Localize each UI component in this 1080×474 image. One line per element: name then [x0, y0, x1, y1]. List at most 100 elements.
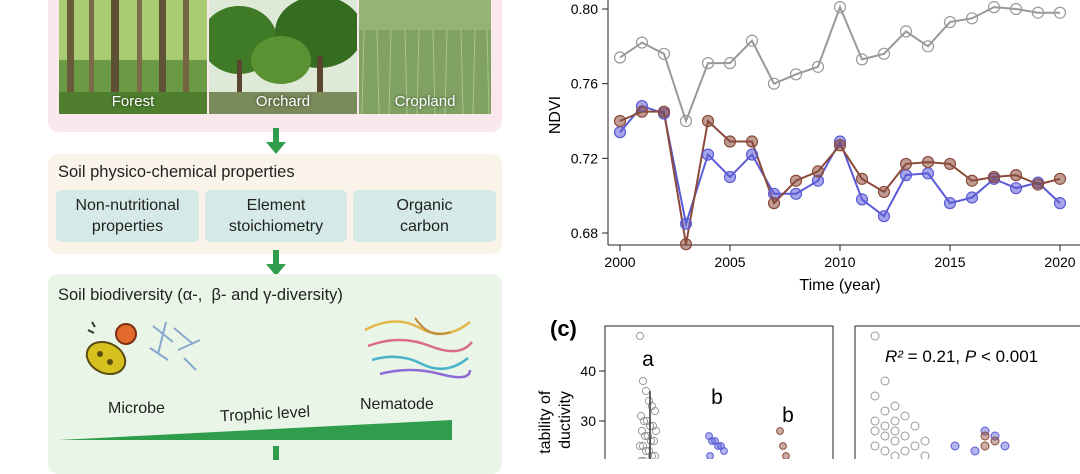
- panel-c-scatter-point-blue: [1000, 441, 1010, 451]
- ndvi-x-label: Time (year): [799, 277, 880, 294]
- panel-c-point-gray: [635, 441, 645, 451]
- ndvi-point-gray: [701, 57, 715, 70]
- panel-c-scatter-point-gray: [880, 446, 890, 456]
- ndvi-point-brown: [811, 165, 825, 178]
- ndvi-point-gray: [965, 12, 979, 25]
- panel-c-letter-blue: b: [711, 386, 723, 409]
- ndvi-point-gray: [657, 47, 671, 60]
- panel-c-point-gray: [638, 376, 648, 386]
- panel-c-scatter-point-gray: [910, 441, 920, 451]
- ndvi-point-brown: [833, 139, 847, 152]
- ndvi-point-gray: [635, 36, 649, 49]
- ndvi-point-gray: [613, 51, 627, 64]
- ndvi-point-brown: [877, 185, 891, 199]
- ndvi-point-brown: [1031, 178, 1045, 191]
- charts-svg: 0.68 0.72 0.76 0.80 2000 2005 2010 2015 2020 ND…: [537, 0, 1080, 471]
- ndvi-point-gray: [943, 15, 957, 29]
- panel-c-y-label-line1: tability of: [537, 390, 554, 454]
- ndvi-point-gray: [1009, 2, 1023, 16]
- ndvi-point-brown: [745, 135, 759, 148]
- ndvi-point-gray: [899, 25, 913, 38]
- ndvi-point-blue: [965, 191, 979, 204]
- panel-c-scatter-point-gray: [890, 426, 900, 436]
- panel-c-point-gray: [639, 416, 649, 426]
- panel-c-point-blue: [720, 447, 728, 455]
- panel-c-scatter-point-gray: [880, 376, 890, 386]
- nematode-icon: [364, 317, 473, 379]
- ndvi-point-blue: [1009, 182, 1023, 195]
- panel-c-y-tick-label: 40: [580, 363, 596, 379]
- soil-properties-panel: Soil physico-chemical properties Non-nut…: [48, 154, 502, 254]
- panel-c-point-gray: [641, 386, 651, 396]
- orchard-photo: Orchard: [209, 0, 357, 114]
- ndvi-x-tick-label: 2000: [604, 254, 635, 270]
- ndvi-point-gray: [921, 40, 935, 53]
- panel-c-scatter-point-gray: [880, 421, 890, 431]
- organic-carbon-box: Organic carbon: [353, 190, 496, 242]
- ndvi-point-brown: [635, 105, 649, 118]
- panel-c-point-gray: [635, 331, 645, 341]
- ndvi-chart: 0.68 0.72 0.76 0.80 2000 2005 2010 2015 2020 ND…: [547, 0, 1080, 294]
- ndvi-point-brown: [965, 174, 979, 187]
- ndvi-point-brown: [657, 105, 671, 118]
- panel-c-scatter-point-blue: [990, 431, 1000, 441]
- stoichiometry-box: Element stoichiometry: [205, 190, 347, 242]
- panel-c-y-label: tability of ductivity: [537, 386, 574, 454]
- ndvi-point-blue: [899, 169, 913, 182]
- panel-c-scatter-point-gray: [880, 431, 890, 441]
- ndvi-y-tick-label: 0.76: [571, 76, 598, 92]
- panel-c-y-label-line2: ductivity: [557, 391, 574, 449]
- ndvi-y-label: NDVI: [547, 96, 564, 134]
- ndvi-point-brown: [921, 155, 935, 169]
- ndvi-point-brown: [1009, 169, 1023, 182]
- land-use-panel: Forest Orchard: [48, 0, 502, 132]
- forest-photo: Forest: [59, 0, 207, 114]
- panel-c-scatter-point-blue: [970, 446, 980, 456]
- ndvi-x-tick-label: 2010: [824, 254, 855, 270]
- panel-c-scatter-point-gray: [920, 436, 930, 446]
- ndvi-point-brown: [987, 170, 1001, 184]
- ndvi-point-brown: [1053, 172, 1067, 185]
- organic-carbon-line1: Organic: [396, 197, 453, 214]
- panel-c-scatter-point-gray: [870, 426, 880, 436]
- ndvi-point-blue: [723, 170, 737, 184]
- ndvi-y-tick-label: 0.80: [571, 1, 598, 17]
- ndvi-point-gray: [811, 60, 825, 73]
- nematode-label: Nematode: [360, 396, 434, 413]
- stoichiometry-line2: stoichiometry: [228, 218, 324, 235]
- ndvi-point-gray: [833, 1, 847, 14]
- ndvi-point-brown: [613, 114, 627, 128]
- ndvi-point-blue: [943, 197, 957, 210]
- ndvi-point-gray: [789, 68, 803, 81]
- orchard-label: Orchard: [255, 93, 311, 110]
- ndvi-x-tick-label: 2015: [934, 254, 965, 270]
- panel-c-point-blue: [706, 452, 714, 460]
- ndvi-point-blue: [679, 217, 693, 230]
- soil-properties-title: Soil physico-chemical properties: [58, 163, 295, 181]
- ndvi-point-blue: [1053, 197, 1067, 210]
- ndvi-point-brown: [899, 157, 913, 171]
- r2-annotation: R² = 0.21, P < 0.001: [885, 347, 1038, 366]
- panel-c-scatter-point-gray: [900, 411, 910, 421]
- panel-c-scatter-point-blue: [950, 441, 960, 451]
- ndvi-point-blue: [855, 193, 869, 206]
- ndvi-y-tick-label: 0.68: [571, 225, 598, 241]
- panel-c-scatter-point-blue: [980, 426, 990, 436]
- ndvi-point-brown: [767, 197, 781, 210]
- non-nutritional-box: Non-nutritional properties: [56, 190, 199, 242]
- panel-c-y-tick-label: 30: [580, 413, 596, 429]
- panel-c-letter-brown: b: [782, 404, 794, 427]
- ndvi-y-tick-label: 0.72: [571, 150, 598, 166]
- ndvi-point-brown: [723, 135, 737, 148]
- soil-biodiversity-panel: Soil biodiversity (α-, β- and γ-diversit…: [48, 274, 502, 474]
- panel-c-scatter-point-brown: [980, 431, 990, 441]
- framework-diagram: Forest Orchard: [0, 0, 520, 474]
- trophic-wedge: [58, 420, 452, 440]
- panel-c-scatter-point-brown: [990, 436, 1000, 446]
- ndvi-point-gray: [767, 77, 781, 90]
- panel-c-scatter-point-gray: [920, 451, 930, 461]
- ndvi-point-gray: [855, 53, 869, 66]
- panel-c-point-gray: [651, 426, 661, 436]
- panel-c-scatter-point-gray: [910, 421, 920, 431]
- panel-c-scatter-point-gray: [870, 441, 880, 451]
